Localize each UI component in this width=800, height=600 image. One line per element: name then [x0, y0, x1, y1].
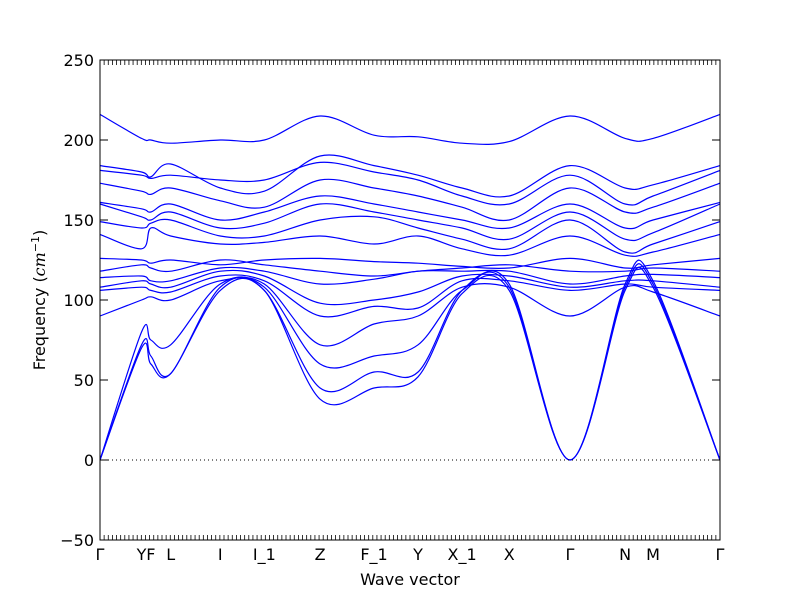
band-line-1 [99, 113, 721, 145]
y-tick-label: 50 [74, 371, 94, 390]
x-tick-label: Γ [565, 545, 574, 564]
band-line-7 [99, 215, 721, 254]
x-tick-label: I_1 [253, 545, 276, 565]
band-line-5 [99, 195, 721, 230]
band-line-14 [99, 276, 721, 347]
band-line-6 [99, 203, 721, 242]
plot-background [100, 60, 720, 540]
y-tick-label: 100 [63, 291, 94, 310]
x-tick-label: I [218, 545, 223, 564]
band-line-2 [99, 154, 721, 198]
y-axis-label-base: Frequency ( [30, 276, 49, 370]
band-line-16 [99, 263, 721, 461]
x-tick-label: F [146, 545, 155, 564]
x-tick-label: Z [315, 545, 326, 564]
plot-frame [99, 59, 721, 541]
y-axis-label-exponent: −1 [29, 236, 42, 252]
y-tick-label: 0 [84, 451, 94, 470]
x-tick-label: N [619, 545, 631, 564]
x-tick-label: Γ [716, 545, 725, 564]
x-tick-label: Γ [96, 545, 105, 564]
y-axis-label-close: ) [30, 230, 49, 236]
x-tick-label: F_1 [360, 545, 387, 565]
band-line-17 [99, 266, 721, 461]
x-tick-label: X [504, 545, 515, 564]
band-line-3 [99, 161, 721, 206]
x-tick-label: Y [136, 545, 147, 564]
band-line-8 [99, 227, 721, 257]
y-tick-label: 200 [63, 131, 94, 150]
x-tick-label: M [646, 545, 660, 564]
band-line-13 [99, 274, 721, 318]
band-line-11 [99, 266, 721, 285]
x-tick-label: Y [412, 545, 423, 564]
band-line-12 [99, 269, 721, 306]
series-layer [99, 113, 721, 461]
band-line-4 [99, 178, 721, 222]
y-tick-label: 150 [63, 211, 94, 230]
band-line-10 [99, 259, 721, 277]
x-tick-label: X_1 [448, 545, 477, 565]
y-axis-label-unit: cm [30, 252, 49, 276]
y-tick-label: −50 [60, 531, 94, 550]
y-axis-label: Frequency (cm−1) [29, 230, 49, 371]
x-tick-label: L [166, 545, 175, 564]
band-line-9 [99, 257, 721, 270]
y-tick-label: 250 [63, 51, 94, 70]
x-ticks: Γ Y F L I I_1 Z F_1 Y X_1 X Γ N M Γ [96, 60, 725, 565]
x-axis-label: Wave vector [360, 570, 460, 589]
band-line-15 [99, 259, 721, 461]
y-ticks: −50 0 50 100 150 200 250 [60, 51, 720, 550]
